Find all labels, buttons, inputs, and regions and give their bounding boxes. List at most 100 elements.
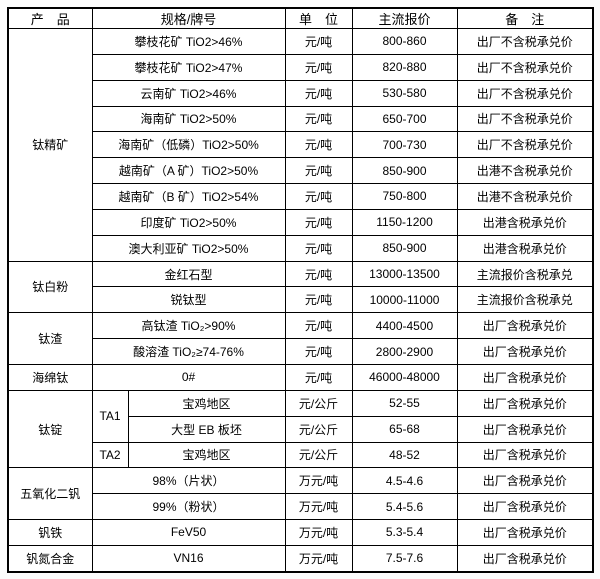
note-cell: 主流报价含税承兑 bbox=[456, 286, 594, 314]
unit-cell: 元/吨 bbox=[284, 286, 353, 314]
spec-cell: 0# bbox=[91, 363, 286, 391]
spec-cell: 攀枝花矿 TiO2>46% bbox=[91, 28, 286, 55]
table-row: 锐钛型 元/吨 10000-11000 主流报价含税承兑 bbox=[8, 286, 594, 314]
note-cell: 出港不含税承兑价 bbox=[456, 157, 594, 185]
product-group-cell: 五氧化二钒 bbox=[7, 467, 93, 521]
note-cell: 出厂不含税承兑价 bbox=[456, 28, 594, 55]
unit-cell: 元/吨 bbox=[284, 28, 353, 55]
product-group-cell: 钛白粉 bbox=[7, 260, 93, 314]
spec-cell: 云南矿 TiO2>46% bbox=[91, 79, 286, 107]
note-cell: 出厂不含税承兑价 bbox=[456, 53, 594, 81]
unit-cell: 万元/吨 bbox=[284, 519, 353, 546]
product-group-cell: 钒铁 bbox=[7, 519, 93, 546]
price-cell: 7.5-7.6 bbox=[351, 544, 458, 573]
price-cell: 820-880 bbox=[351, 53, 458, 81]
price-cell: 530-580 bbox=[351, 79, 458, 107]
price-cell: 48-52 bbox=[351, 441, 458, 469]
table-row: 钒铁 FeV50 万元/吨 5.3-5.4 出厂含税承兑价 bbox=[7, 519, 594, 546]
spec-cell: 澳大利亚矿 TiO2>50% bbox=[91, 234, 286, 262]
note-cell: 出厂含税承兑价 bbox=[456, 312, 594, 340]
note-cell: 出厂不含税承兑价 bbox=[456, 131, 594, 159]
product-group-cell: 钛锭 bbox=[7, 389, 93, 469]
col-header-unit: 单 位 bbox=[284, 7, 353, 29]
note-cell: 出厂含税承兑价 bbox=[456, 544, 594, 573]
price-cell: 13000-13500 bbox=[351, 260, 458, 288]
price-cell: 65-68 bbox=[351, 415, 458, 443]
col-header-note: 备 注 bbox=[456, 7, 594, 29]
spec-cell: 宝鸡地区 bbox=[127, 389, 286, 417]
spec-cell: 酸溶渣 TiO₂≥74-76% bbox=[91, 338, 286, 365]
spec-cell: 宝鸡地区 bbox=[127, 441, 286, 469]
note-cell: 出厂含税承兑价 bbox=[456, 338, 594, 365]
price-cell: 52-55 bbox=[351, 389, 458, 417]
table-row: 酸溶渣 TiO₂≥74-76% 元/吨 2800-2900 出厂含税承兑价 bbox=[8, 338, 594, 365]
table-row: 钒氮合金 VN16 万元/吨 7.5-7.6 出厂含税承兑价 bbox=[7, 544, 594, 573]
price-cell: 46000-48000 bbox=[351, 363, 458, 391]
table-row: 大型 EB 板坯 元/公斤 65-68 出厂含税承兑价 bbox=[8, 415, 594, 443]
note-cell: 出厂含税承兑价 bbox=[456, 363, 594, 391]
spec-cell: 海南矿 TiO2>50% bbox=[91, 105, 286, 133]
unit-cell: 元/吨 bbox=[284, 338, 353, 365]
price-cell: 10000-11000 bbox=[351, 286, 458, 314]
unit-cell: 万元/吨 bbox=[284, 544, 353, 573]
header-row: 产 品 规格/牌号 单 位 主流报价 备 注 bbox=[7, 7, 594, 29]
price-table: 产 品 规格/牌号 单 位 主流报价 备 注 钛精矿 攀枝花矿 TiO2>46%… bbox=[7, 7, 594, 573]
col-header-product: 产 品 bbox=[7, 7, 93, 29]
table-row: 印度矿 TiO2>50% 元/吨 1150-1200 出港含税承兑价 bbox=[8, 208, 594, 236]
price-cell: 5.4-5.6 bbox=[351, 493, 458, 521]
price-cell: 4400-4500 bbox=[351, 312, 458, 340]
spec-cell: 海南矿（低磷）TiO2>50% bbox=[91, 131, 286, 159]
product-group-cell: 海绵钛 bbox=[7, 363, 93, 391]
price-table-container: 产 品 规格/牌号 单 位 主流报价 备 注 钛精矿 攀枝花矿 TiO2>46%… bbox=[7, 7, 594, 573]
unit-cell: 元/吨 bbox=[284, 183, 353, 210]
note-cell: 出厂含税承兑价 bbox=[456, 441, 594, 469]
table-row: 越南矿（B 矿）TiO2>54% 元/吨 750-800 出港不含税承兑价 bbox=[8, 183, 594, 210]
unit-cell: 元/吨 bbox=[284, 208, 353, 236]
table-row: TA2 宝鸡地区 元/公斤 48-52 出厂含税承兑价 bbox=[8, 441, 594, 469]
unit-cell: 元/公斤 bbox=[284, 389, 353, 417]
spec-cell: 印度矿 TiO2>50% bbox=[91, 208, 286, 236]
note-cell: 出厂不含税承兑价 bbox=[456, 79, 594, 107]
table-row: 海绵钛 0# 元/吨 46000-48000 出厂含税承兑价 bbox=[7, 363, 594, 391]
note-cell: 出厂含税承兑价 bbox=[456, 467, 594, 495]
ta-grade-cell: TA1 bbox=[91, 389, 129, 443]
price-cell: 800-860 bbox=[351, 28, 458, 55]
spec-cell: 99%（粉状） bbox=[91, 493, 286, 521]
price-cell: 1150-1200 bbox=[351, 208, 458, 236]
table-row: 钛渣 高钛渣 TiO₂>90% 元/吨 4400-4500 出厂含税承兑价 bbox=[7, 312, 594, 365]
price-cell: 700-730 bbox=[351, 131, 458, 159]
unit-cell: 元/吨 bbox=[284, 79, 353, 107]
col-header-spec: 规格/牌号 bbox=[91, 7, 286, 29]
table-row: 海南矿（低磷）TiO2>50% 元/吨 700-730 出厂不含税承兑价 bbox=[8, 131, 594, 159]
table-row: 钛白粉 金红石型 元/吨 13000-13500 主流报价含税承兑 bbox=[7, 260, 594, 314]
ta-grade-cell: TA2 bbox=[91, 441, 129, 469]
unit-cell: 元/公斤 bbox=[284, 441, 353, 469]
table-row: 澳大利亚矿 TiO2>50% 元/吨 850-900 出港含税承兑价 bbox=[8, 234, 594, 262]
unit-cell: 元/吨 bbox=[284, 157, 353, 185]
unit-cell: 元/吨 bbox=[284, 234, 353, 262]
unit-cell: 元/吨 bbox=[284, 363, 353, 391]
spec-cell: 越南矿（A 矿）TiO2>50% bbox=[91, 157, 286, 185]
spec-cell: 大型 EB 板坯 bbox=[127, 415, 286, 443]
unit-cell: 万元/吨 bbox=[284, 493, 353, 521]
note-cell: 出厂不含税承兑价 bbox=[456, 105, 594, 133]
note-cell: 出厂含税承兑价 bbox=[456, 389, 594, 417]
product-group-cell: 钒氮合金 bbox=[7, 544, 93, 573]
table-row: 钛锭 TA1 宝鸡地区 元/公斤 52-55 出厂含税承兑价 bbox=[7, 389, 594, 469]
price-cell: 2800-2900 bbox=[351, 338, 458, 365]
table-row: 99%（粉状） 万元/吨 5.4-5.6 出厂含税承兑价 bbox=[8, 493, 594, 521]
spec-cell: 98%（片状） bbox=[91, 467, 286, 495]
unit-cell: 元/吨 bbox=[284, 131, 353, 159]
price-cell: 5.3-5.4 bbox=[351, 519, 458, 546]
unit-cell: 元/吨 bbox=[284, 105, 353, 133]
price-cell: 850-900 bbox=[351, 234, 458, 262]
spec-cell: 锐钛型 bbox=[91, 286, 286, 314]
table-row: 五氧化二钒 98%（片状） 万元/吨 4.5-4.6 出厂含税承兑价 bbox=[7, 467, 594, 521]
price-cell: 850-900 bbox=[351, 157, 458, 185]
table-row: 云南矿 TiO2>46% 元/吨 530-580 出厂不含税承兑价 bbox=[8, 79, 594, 107]
product-group-cell: 钛渣 bbox=[7, 312, 93, 365]
table-row: 攀枝花矿 TiO2>47% 元/吨 820-880 出厂不含税承兑价 bbox=[8, 53, 594, 81]
note-cell: 出厂含税承兑价 bbox=[456, 493, 594, 521]
product-group-cell: 钛精矿 bbox=[7, 28, 93, 262]
note-cell: 出厂含税承兑价 bbox=[456, 519, 594, 546]
